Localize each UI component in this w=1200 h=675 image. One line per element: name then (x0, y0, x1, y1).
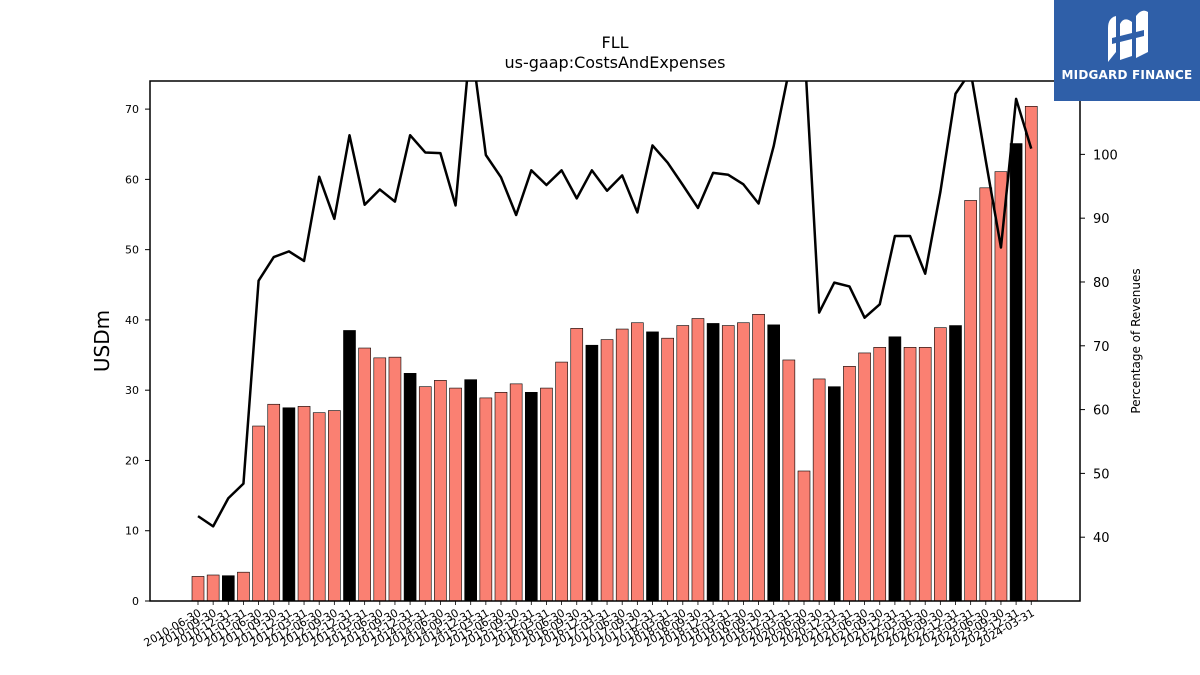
bar (297, 406, 311, 602)
bar (237, 571, 250, 602)
bar (479, 397, 493, 602)
bar (267, 403, 281, 602)
bar (1009, 143, 1023, 602)
y-tick-label: 20 (125, 454, 139, 467)
bar (418, 386, 432, 602)
bar (343, 330, 356, 602)
logo-text: MIDGARD FINANCE (1061, 68, 1193, 82)
bar (585, 344, 599, 602)
bar (252, 425, 265, 602)
bar (964, 200, 977, 602)
y-axis-label: USDm (90, 310, 114, 372)
bar (328, 410, 341, 602)
y2-tick-label: 60 (1093, 404, 1110, 419)
midgard-logo-icon (1108, 10, 1148, 62)
y2-tick-label: 80 (1093, 276, 1110, 291)
bar (494, 391, 508, 602)
bar (449, 387, 462, 602)
bar (540, 387, 553, 602)
bar (403, 373, 417, 602)
bar (888, 336, 902, 602)
bar (949, 325, 962, 602)
bar (843, 365, 856, 602)
bar (676, 325, 690, 602)
bar (555, 361, 568, 602)
y2-tick-label: 70 (1093, 340, 1110, 355)
y2-tick-label: 100 (1093, 148, 1118, 163)
y-tick-label: 0 (132, 595, 139, 608)
bar (858, 352, 871, 602)
chart-title: FLL (601, 33, 628, 52)
bar (358, 347, 371, 602)
axes-group: 0102030405060704050607080901002010-06-30… (125, 80, 1118, 650)
bar (524, 391, 538, 602)
chart-subtitle: us-gaap:CostsAndExpenses (505, 53, 726, 72)
y-tick-label: 50 (125, 244, 139, 257)
bar (282, 407, 296, 602)
bar (646, 331, 659, 602)
bar (206, 574, 220, 602)
y2-axis-label: Percentage of Revenues (1129, 268, 1143, 413)
bar (1024, 106, 1038, 602)
bar (373, 357, 387, 602)
y-tick-label: 30 (125, 384, 139, 397)
bar (752, 313, 765, 602)
bar (797, 470, 811, 602)
bar (631, 322, 644, 602)
bar (737, 322, 750, 602)
y-tick-label: 60 (125, 173, 139, 186)
bar (767, 324, 781, 602)
bar (600, 339, 614, 602)
bar (812, 378, 826, 602)
bar (615, 328, 629, 602)
bar (721, 325, 735, 602)
midgard-finance-logo: MIDGARD FINANCE (1054, 0, 1200, 101)
y2-tick-label: 40 (1093, 531, 1110, 546)
y2-tick-label: 50 (1093, 467, 1110, 482)
y2-tick-label: 90 (1093, 212, 1110, 227)
bar (706, 323, 720, 602)
bar (434, 380, 447, 602)
bar (782, 359, 796, 602)
bar (827, 386, 841, 602)
y-tick-label: 40 (125, 314, 139, 327)
bar (388, 356, 402, 602)
bar (312, 412, 326, 602)
bar (222, 575, 235, 602)
y-tick-label: 70 (125, 103, 139, 116)
bar (464, 379, 478, 602)
plot-frame (149, 80, 1081, 602)
bar (979, 187, 993, 602)
bar (873, 347, 887, 602)
line-group (197, 81, 1033, 528)
bar (191, 576, 205, 602)
bar (903, 347, 917, 602)
bar (661, 337, 674, 602)
percentage-line (197, 81, 1033, 528)
bar (570, 328, 584, 602)
bar (934, 327, 947, 602)
y-tick-label: 10 (125, 525, 139, 538)
bar (918, 347, 932, 602)
bar (691, 318, 705, 602)
bar (509, 383, 523, 602)
